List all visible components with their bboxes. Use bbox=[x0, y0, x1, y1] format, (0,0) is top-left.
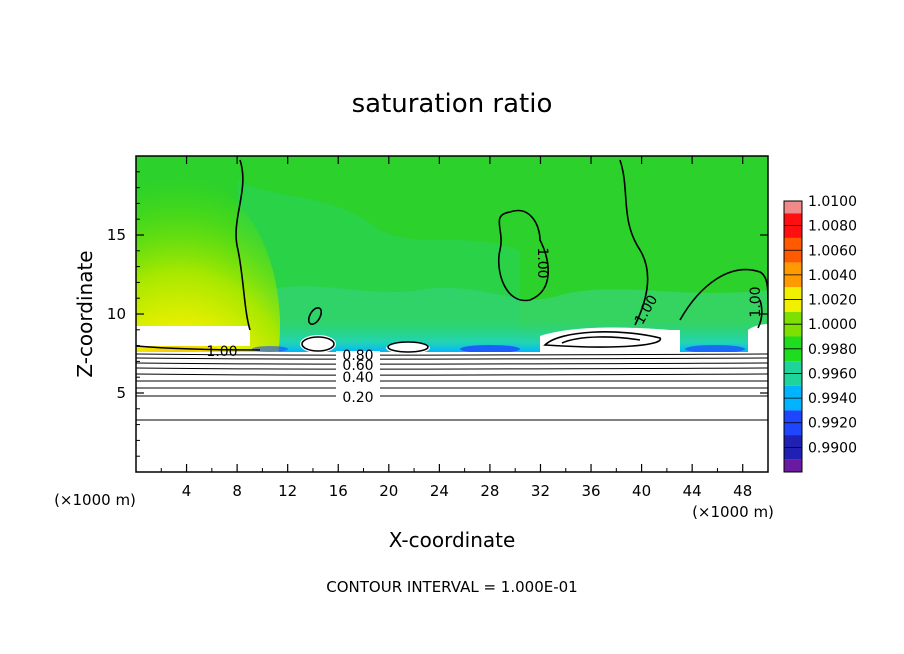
contour-label: 1.00 bbox=[206, 344, 237, 360]
x-axis: 4 8 12 16 20 24 28 32 36 40 44 48 bbox=[160, 156, 752, 500]
chart-title: saturation ratio bbox=[352, 89, 553, 119]
y-tick-label: 5 bbox=[116, 384, 126, 402]
z-unit-label: (×1000 m) bbox=[54, 491, 136, 509]
contour-label-backdrop bbox=[336, 351, 380, 391]
colorbar-label: 1.0020 bbox=[808, 293, 857, 309]
colorbar-label: 1.0060 bbox=[808, 243, 857, 259]
y-axis: 5 10 15 bbox=[107, 171, 768, 457]
x-tick-label: 4 bbox=[182, 482, 192, 500]
contour-label: 0.40 bbox=[342, 370, 373, 386]
y-tick-label: 15 bbox=[107, 226, 126, 244]
contour-label-backdrop bbox=[336, 391, 380, 403]
colorbar-label: 0.9980 bbox=[808, 342, 857, 358]
x-tick-label: 28 bbox=[480, 482, 499, 500]
contour-label: 1.00 bbox=[534, 247, 550, 278]
colorbar-label: 0.9900 bbox=[808, 440, 857, 456]
colorbar-label: 0.9920 bbox=[808, 416, 857, 432]
x-tick-label: 32 bbox=[531, 482, 550, 500]
contour-label: 0.80 bbox=[342, 348, 373, 364]
colorbar-label: 1.0100 bbox=[808, 194, 857, 210]
x-tick-label: 44 bbox=[683, 482, 702, 500]
x-tick-label: 8 bbox=[232, 482, 242, 500]
x-tick-label: 24 bbox=[430, 482, 449, 500]
colorbar-swatch bbox=[784, 459, 802, 472]
colorbar-swatch bbox=[784, 201, 802, 214]
x-axis-title: X-coordinate bbox=[389, 528, 516, 552]
colorbar-label: 1.0000 bbox=[808, 317, 857, 333]
y-tick-label: 10 bbox=[107, 305, 126, 323]
x-unit-label: (×1000 m) bbox=[692, 503, 774, 521]
x-tick-label: 20 bbox=[379, 482, 398, 500]
x-tick-label: 16 bbox=[329, 482, 348, 500]
x-tick-label: 48 bbox=[733, 482, 752, 500]
x-tick-label: 40 bbox=[632, 482, 651, 500]
y-axis-title: Z-coordinate bbox=[73, 250, 97, 377]
colorbar-label: 0.9940 bbox=[808, 391, 857, 407]
x-tick-label: 12 bbox=[278, 482, 297, 500]
x-tick-label: 36 bbox=[581, 482, 600, 500]
colorbar: 1.0100 1.0080 1.0060 1.0040 1.0020 1.0000 0.99… bbox=[783, 194, 857, 473]
contour-interval-note: CONTOUR INTERVAL = 1.000E-01 bbox=[326, 578, 577, 596]
contour-label: 0.20 bbox=[342, 390, 373, 406]
colorbar-label: 1.0040 bbox=[808, 268, 857, 284]
contour-labels: 1.00 1.00 1.00 1.00 0.80 0.60 0.40 0.20 bbox=[206, 247, 764, 406]
contour-label: 0.60 bbox=[342, 358, 373, 374]
contour-label: 1.00 bbox=[748, 286, 764, 317]
colorbar-label: 0.9960 bbox=[808, 366, 857, 382]
colorbar-label: 1.0080 bbox=[808, 219, 857, 235]
field-shading bbox=[136, 156, 768, 472]
